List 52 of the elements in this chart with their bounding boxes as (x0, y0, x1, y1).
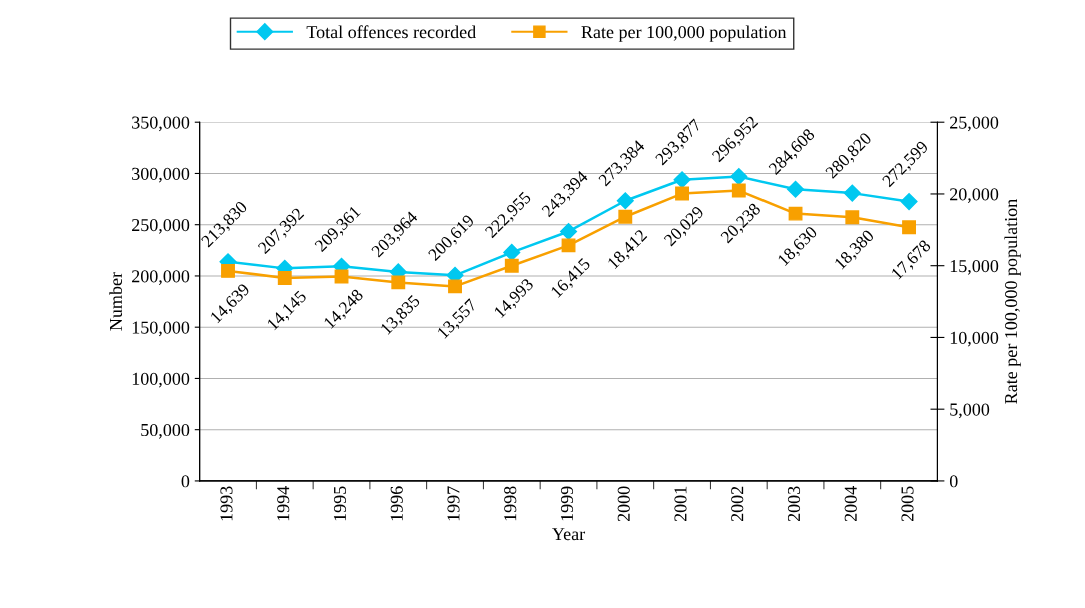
point (843, 184, 861, 202)
point (788, 206, 803, 221)
x-tick-label: 1999 (560, 486, 574, 521)
y-tick-label: 250,000 (132, 218, 190, 234)
y-tick-label: 100,000 (132, 372, 190, 388)
x-tick-label: 2001 (674, 486, 687, 522)
point (900, 192, 918, 211)
x-tick-label: 1995 (333, 486, 347, 521)
x-tick-label: 2004 (844, 486, 857, 522)
point (902, 220, 917, 235)
y-tick-label: 300,000 (132, 167, 190, 183)
y2-tick-label: 5,000 (950, 403, 990, 419)
y2-tick-label: 25,000 (950, 116, 999, 132)
point (730, 168, 748, 186)
y-tick-label: 50,000 (141, 423, 190, 439)
legend-label: Total offences recorded (306, 25, 476, 39)
y2-tick-label: 0 (949, 475, 958, 488)
point (787, 180, 805, 198)
y-tick-label: 0 (181, 475, 190, 488)
point (504, 258, 519, 273)
point (559, 222, 578, 241)
x-tick-label: 1998 (504, 486, 517, 521)
point (845, 210, 860, 225)
y2-tick-label: 15,000 (950, 259, 999, 275)
x-tick-label: 2000 (617, 486, 630, 522)
y2-tick-label: 20,000 (950, 188, 999, 203)
point (675, 186, 689, 201)
point (673, 171, 691, 189)
y-tick-label: 150,000 (132, 321, 190, 337)
point (448, 279, 462, 294)
x-tick-label: 2003 (787, 486, 801, 522)
legend-label: Rate per 100,000 population (581, 25, 787, 42)
x-tick-label: 1996 (390, 486, 403, 521)
x-tick-label: 1994 (277, 486, 290, 521)
x-tick-label: 1997 (447, 486, 460, 521)
point (731, 183, 746, 198)
y-tick-label: 350,000 (132, 116, 190, 132)
point (616, 192, 634, 210)
point (503, 243, 521, 261)
y-tick-label: 200,000 (132, 270, 190, 285)
x-tick-label: 1993 (220, 486, 233, 521)
point (391, 275, 406, 290)
y2-tick-label: 10,000 (950, 331, 999, 347)
y2-axis-title: Rate per 100,000 population (1004, 199, 1021, 404)
x-axis-title: Year (552, 528, 586, 541)
point (277, 271, 292, 285)
y-axis-title: Number (109, 272, 123, 331)
point (221, 263, 235, 278)
point (561, 238, 576, 253)
point (618, 209, 633, 224)
x-tick-label: 2005 (901, 486, 914, 522)
x-tick-label: 2002 (731, 486, 744, 522)
